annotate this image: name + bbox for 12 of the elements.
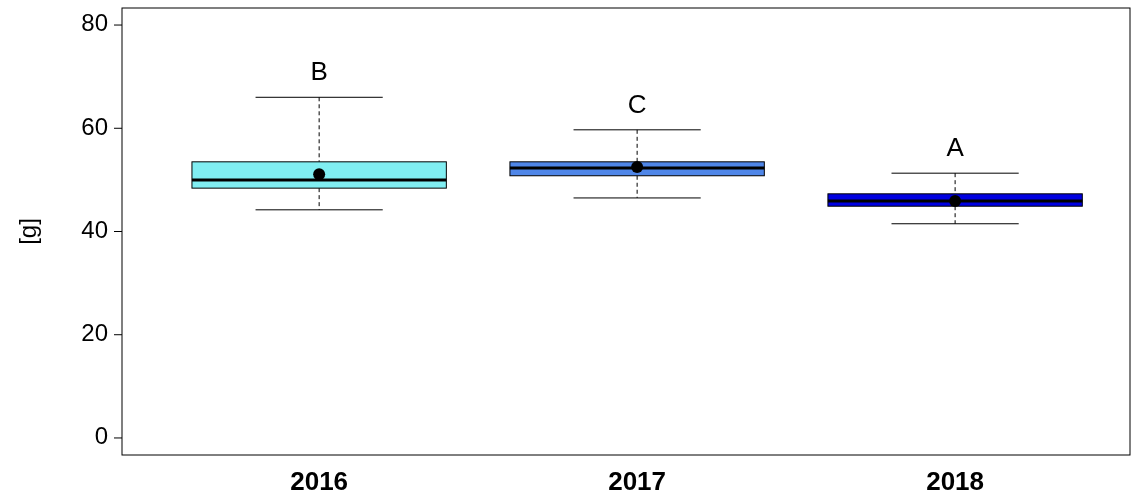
annotation: C: [627, 88, 647, 119]
x-tick-label: 2017: [608, 466, 667, 496]
y-tick-label: 0: [94, 422, 108, 450]
annotation: B: [310, 56, 328, 87]
y-tick-label: 60: [81, 112, 108, 140]
y-tick-label: 20: [81, 319, 108, 347]
x-tick-label: 2018: [926, 466, 985, 496]
annotation: A: [946, 132, 965, 163]
y-tick-label: 80: [81, 9, 108, 37]
y-axis-title: [g]: [14, 218, 41, 245]
x-tick-label: 2016: [290, 466, 349, 496]
y-tick-label: 40: [81, 215, 108, 243]
